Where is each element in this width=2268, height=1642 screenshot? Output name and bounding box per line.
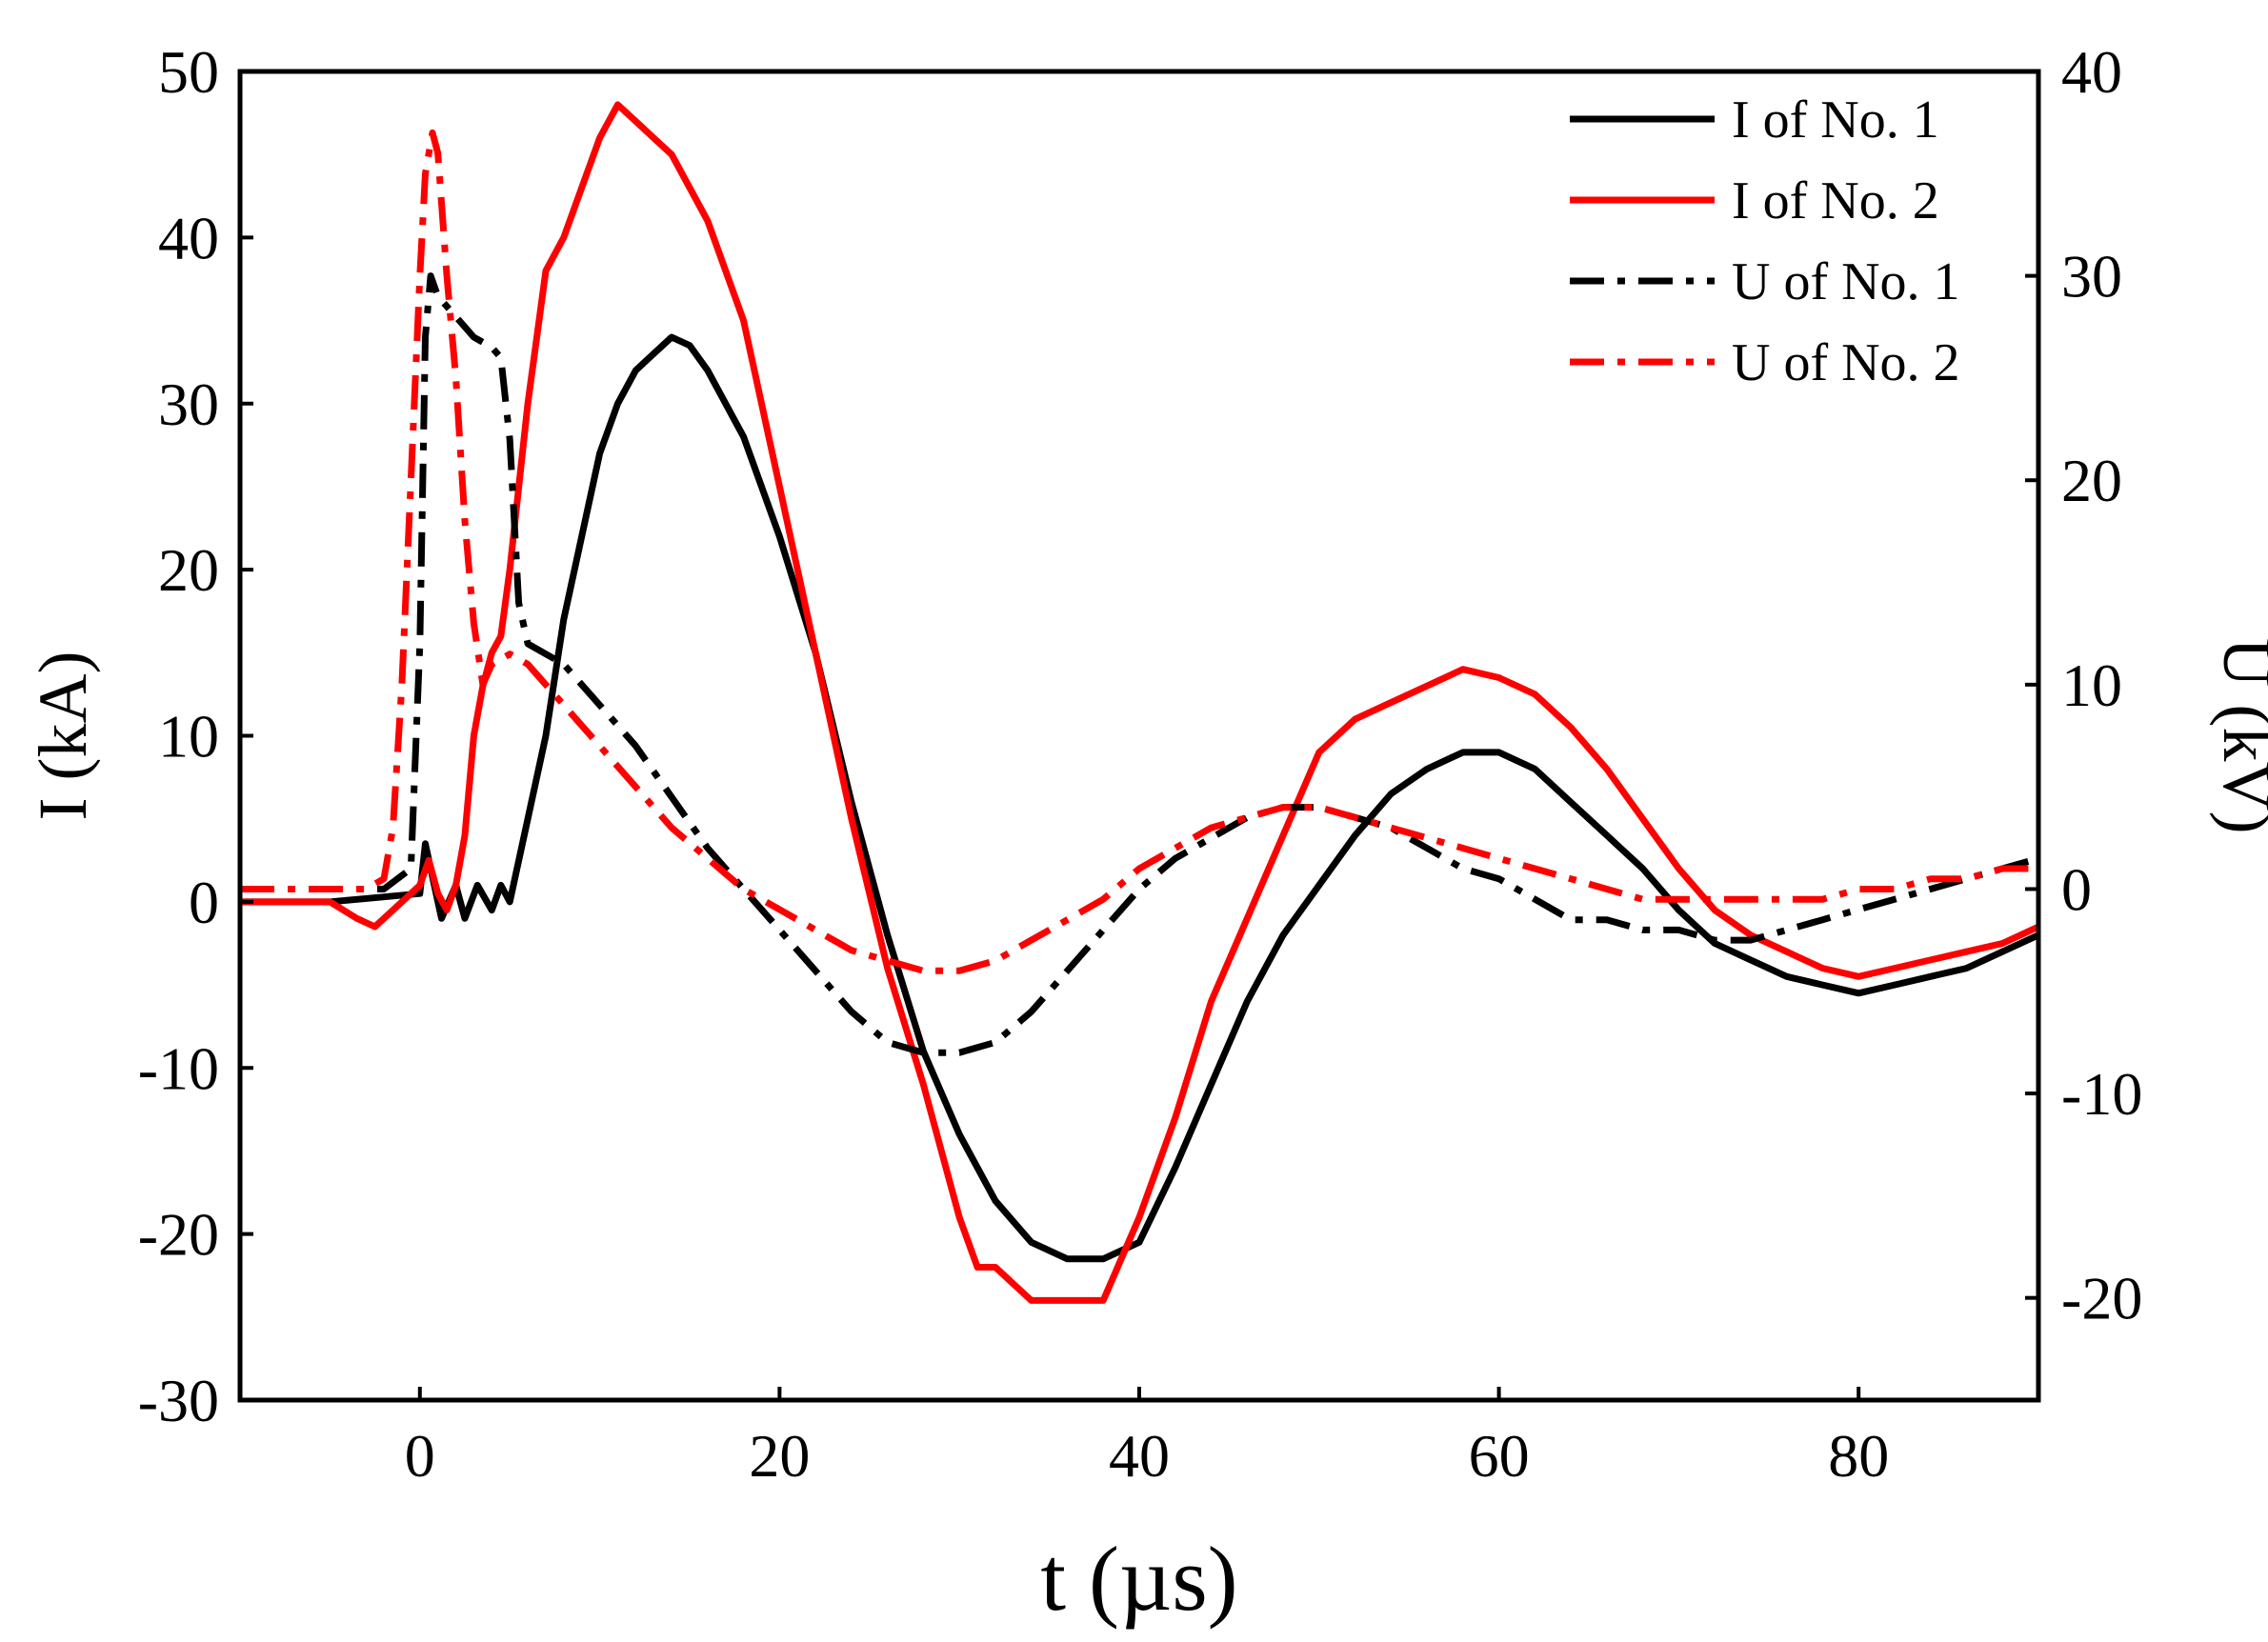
y-tick-label-left: 0 — [189, 869, 219, 936]
legend-label: I of No. 1 — [1732, 90, 1939, 150]
legend-label: I of No. 2 — [1732, 171, 1939, 230]
y-tick-label-left: 10 — [158, 703, 219, 771]
y-tick-label-left: 20 — [158, 536, 219, 604]
y-tick-label-left: -10 — [138, 1034, 219, 1102]
series-layer — [240, 101, 2038, 1304]
y-tick-label-right: 20 — [2061, 447, 2122, 514]
legend-label: U of No. 2 — [1732, 333, 1960, 392]
y-axis-title-left: I (kA) — [25, 651, 101, 821]
y-tick-label-left: 40 — [158, 204, 219, 271]
y-tick-label-right: 0 — [2061, 855, 2092, 923]
legend-label: U of No. 1 — [1732, 252, 1960, 311]
y-tick-label-left: 30 — [158, 370, 219, 438]
y-tick-label-left: -20 — [138, 1201, 219, 1269]
y-tick-label-right: -20 — [2061, 1265, 2142, 1332]
series-line-i-of-no-1 — [240, 333, 2038, 1263]
y-axis-title-right: U (kV) — [2209, 638, 2268, 834]
x-axis-title: t (µs) — [1040, 1528, 1237, 1630]
y-tick-label-right: -10 — [2061, 1060, 2142, 1128]
y-tick-label-right: 30 — [2061, 243, 2122, 310]
y-tick-label-right: 10 — [2061, 651, 2122, 719]
legend: I of No. 1 I of No. 2 U of No. 1 U of No. 2 — [1570, 90, 1960, 392]
y-tick-label-left: 50 — [158, 38, 219, 106]
x-tick-label: 40 — [1109, 1422, 1170, 1490]
x-tick-label: 0 — [405, 1422, 435, 1490]
series-line-u-of-no-2 — [240, 129, 2038, 974]
x-tick-label: 80 — [1828, 1422, 1889, 1490]
x-tick-label: 20 — [749, 1422, 810, 1490]
ticks-layer: 0 20 40 60 80 -30 -20 -10 0 10 20 30 40 50 -20 -10 0 10 20… — [138, 38, 2143, 1490]
x-tick-label: 60 — [1469, 1422, 1530, 1490]
series-line-i-of-no-2 — [240, 101, 2038, 1304]
y-tick-label-right: 40 — [2061, 38, 2122, 106]
y-tick-label-left: -30 — [138, 1367, 219, 1434]
